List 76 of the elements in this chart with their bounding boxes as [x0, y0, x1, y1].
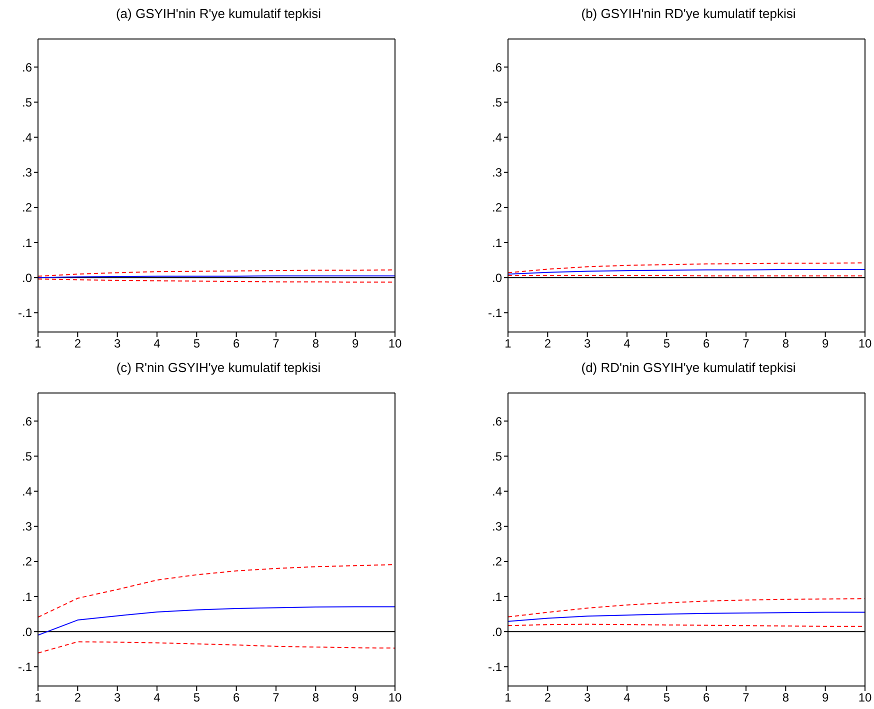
x-tick-label: 5	[663, 336, 670, 351]
x-tick-label: 6	[702, 336, 710, 351]
x-tick-label: 7	[272, 690, 280, 705]
x-tick-label: 3	[584, 336, 591, 351]
y-tick-label: .2	[492, 200, 502, 215]
x-tick-label: 1	[504, 690, 512, 705]
x-tick-label: 1	[504, 336, 512, 351]
y-tick-label: .6	[492, 60, 502, 74]
x-tick-label: 5	[193, 690, 200, 705]
y-tick-label: .2	[492, 554, 502, 569]
x-tick-label: 1	[34, 690, 42, 705]
x-tick-label: 7	[742, 336, 750, 351]
y-tick-label: .0	[492, 270, 502, 285]
x-tick-label: 4	[154, 690, 161, 705]
y-tick-label: .3	[22, 520, 32, 534]
y-tick-label: .2	[22, 554, 32, 569]
y-tick-label: .3	[492, 520, 502, 534]
x-tick-label: 9	[352, 336, 359, 351]
y-tick-label: .5	[22, 449, 32, 464]
y-tick-label: .3	[492, 166, 502, 180]
x-tick-label: 6	[702, 690, 710, 705]
x-tick-label: 8	[782, 690, 790, 705]
x-tick-label: 1	[34, 336, 42, 351]
y-tick-label: .6	[22, 60, 32, 74]
y-tick-label: .5	[492, 449, 502, 464]
x-tick-label: 2	[74, 690, 82, 705]
x-tick-label: 3	[114, 336, 121, 351]
x-tick-label: 8	[312, 690, 320, 705]
y-tick-label: -.1	[488, 306, 502, 320]
x-tick-label: 9	[822, 690, 829, 705]
y-tick-label: .4	[22, 484, 32, 499]
x-tick-label: 2	[544, 690, 552, 705]
x-tick-label: 8	[782, 336, 790, 351]
x-tick-label: 6	[232, 690, 240, 705]
x-tick-label: 5	[663, 690, 670, 705]
x-tick-label: 10	[858, 336, 872, 351]
x-tick-label: 9	[352, 690, 359, 705]
x-tick-label: 7	[742, 690, 750, 705]
x-tick-label: 10	[388, 336, 402, 351]
y-tick-label: -.1	[488, 660, 502, 674]
x-tick-label: 5	[193, 336, 200, 351]
chart-title: (d) RD'nin GSYIH'ye kumulatif tepkisi	[580, 360, 797, 375]
y-tick-label: .4	[492, 484, 502, 499]
x-tick-label: 2	[544, 336, 552, 351]
x-tick-label: 9	[822, 336, 829, 351]
x-tick-label: 4	[154, 336, 161, 351]
y-tick-label: .0	[492, 624, 502, 639]
x-tick-label: 7	[272, 336, 280, 351]
y-tick-label: .1	[22, 236, 32, 250]
x-tick-label: 10	[858, 690, 872, 705]
x-tick-label: 6	[232, 336, 240, 351]
y-tick-label: .6	[492, 414, 502, 428]
y-tick-label: .4	[22, 130, 32, 145]
x-tick-label: 4	[624, 336, 631, 351]
x-tick-label: 2	[74, 336, 82, 351]
x-tick-label: 3	[584, 690, 591, 705]
y-tick-label: .0	[22, 624, 32, 639]
chart-title: (c) R'nin GSYIH'ye kumulatif tepkisi	[115, 360, 322, 375]
y-tick-label: -.1	[18, 306, 32, 320]
y-tick-label: .1	[492, 590, 502, 604]
x-tick-label: 8	[312, 336, 320, 351]
chart-title: (a) GSYIH'nin R'ye kumulatif tepkisi	[114, 6, 322, 21]
chart-title: (b) GSYIH'nin RD'ye kumulatif tepkisi	[580, 6, 797, 21]
x-tick-label: 4	[624, 690, 631, 705]
y-tick-label: .2	[22, 200, 32, 215]
y-tick-label: -.1	[18, 660, 32, 674]
x-tick-label: 3	[114, 690, 121, 705]
y-tick-label: .1	[22, 590, 32, 604]
y-tick-label: .3	[22, 166, 32, 180]
y-tick-label: .1	[492, 236, 502, 250]
y-tick-label: .5	[492, 95, 502, 110]
y-tick-label: .5	[22, 95, 32, 110]
y-tick-label: .6	[22, 414, 32, 428]
y-tick-label: .4	[492, 130, 502, 145]
x-tick-label: 10	[388, 690, 402, 705]
y-tick-label: .0	[22, 270, 32, 285]
